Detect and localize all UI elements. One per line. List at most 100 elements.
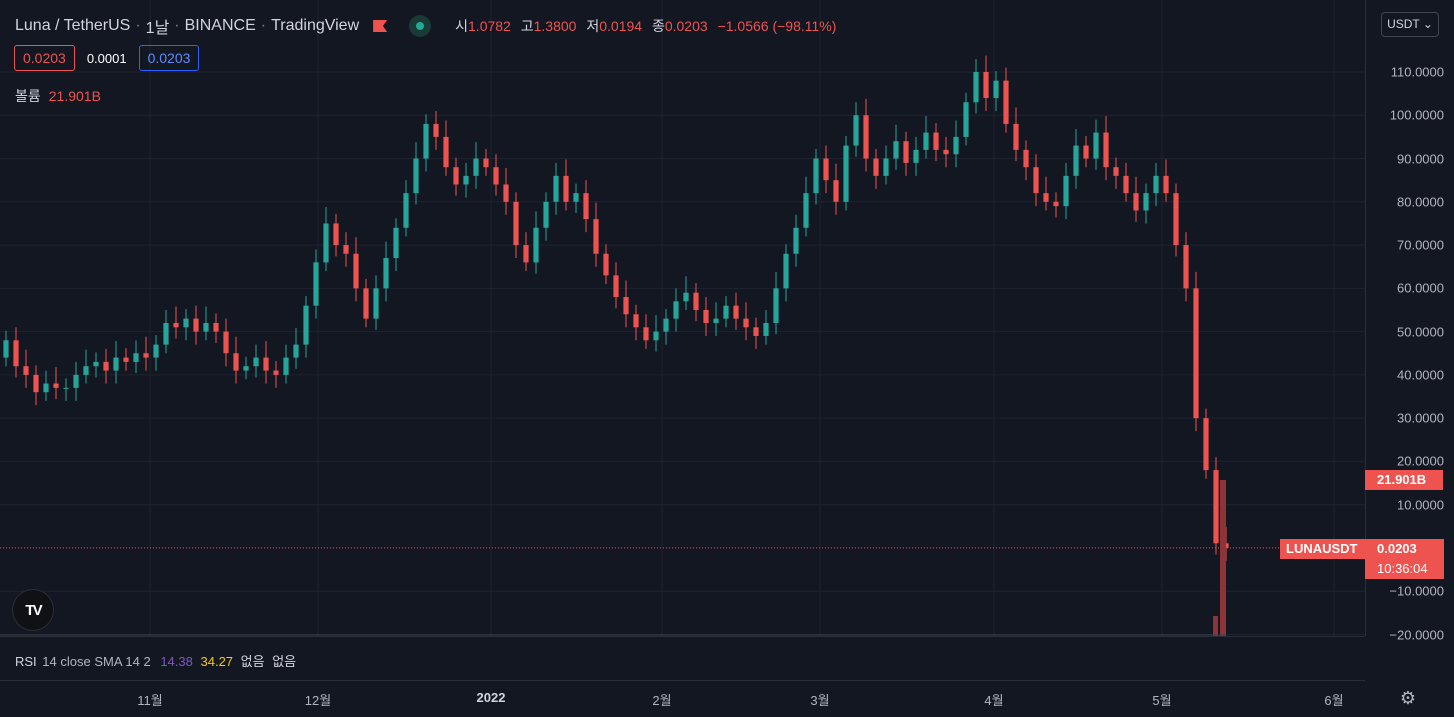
market-status-icon[interactable] — [409, 15, 432, 37]
time-tick-label: 3월 — [810, 693, 830, 708]
candle — [1123, 175, 1129, 194]
candle — [833, 180, 839, 202]
candle — [453, 167, 459, 185]
candle — [1093, 132, 1099, 159]
tradingview-logo[interactable]: TV — [12, 589, 54, 631]
time-tick-label: 4월 — [984, 693, 1004, 708]
candle — [173, 322, 179, 328]
candle — [303, 305, 309, 345]
candle — [983, 72, 989, 98]
candle — [293, 344, 299, 358]
price-tick-label: −20.0000 — [1389, 627, 1444, 642]
candle — [1143, 193, 1149, 211]
candle — [853, 115, 859, 146]
candle — [123, 357, 129, 362]
candle — [433, 123, 439, 137]
rsi-legend[interactable]: RSI 14 close SMA 14 2 14.38 34.27 없음 없음 — [15, 651, 296, 670]
candle — [663, 318, 669, 332]
flag-icon[interactable] — [373, 20, 388, 32]
candle — [143, 353, 149, 358]
candle — [1113, 167, 1119, 176]
candle — [563, 175, 569, 202]
candle — [53, 383, 59, 388]
candle — [1193, 288, 1199, 419]
symbol-name[interactable]: Luna / TetherUS — [15, 17, 131, 34]
candle — [603, 253, 609, 276]
rsi-sma-value: 34.27 — [200, 654, 234, 669]
candle — [873, 158, 879, 176]
candle — [1103, 132, 1109, 168]
candle — [183, 318, 189, 328]
candle — [23, 366, 29, 375]
price-tick-label: −10.0000 — [1389, 583, 1444, 599]
price-tick-label: 30.0000 — [1397, 410, 1444, 426]
candle — [43, 383, 49, 393]
time-tick-label: 2022 — [476, 690, 506, 705]
time-tick-label: 5월 — [1152, 693, 1172, 708]
candlestick-chart[interactable] — [0, 0, 1365, 636]
candle — [153, 344, 159, 358]
candle — [93, 361, 99, 367]
candle — [723, 305, 729, 319]
candle — [113, 357, 119, 371]
candle — [1063, 175, 1069, 207]
candle — [923, 132, 929, 150]
candle — [343, 245, 349, 254]
sell-price-button[interactable]: 0.0203 — [14, 45, 75, 71]
rsi-pane[interactable]: RSI 14 close SMA 14 2 14.38 34.27 없음 없음 — [0, 636, 1365, 680]
volume-legend[interactable]: 볼륨 21.901B — [15, 86, 101, 106]
candle — [493, 167, 499, 185]
close-value: 0.0203 — [664, 18, 708, 34]
chart-legend: Luna / TetherUS · 1날 · BINANCE · Trading… — [15, 14, 836, 38]
candle — [63, 387, 69, 389]
candle — [513, 201, 519, 246]
candle — [973, 72, 979, 103]
candle — [543, 201, 549, 228]
candle — [883, 158, 889, 176]
candle — [703, 309, 709, 323]
candle — [283, 357, 289, 375]
buy-price-button[interactable]: 0.0203 — [138, 45, 200, 71]
candle — [83, 366, 89, 375]
candle — [613, 275, 619, 298]
currency-dropdown[interactable]: USDT ⌄ — [1381, 12, 1439, 37]
candle — [393, 227, 399, 259]
interval-label[interactable]: 1날 — [145, 20, 170, 37]
volume-bar — [1213, 616, 1218, 636]
candle — [383, 258, 389, 289]
candle — [33, 374, 39, 393]
candle — [583, 193, 589, 220]
spread-value: 0.0001 — [86, 50, 127, 66]
candle — [783, 253, 789, 289]
candle — [633, 314, 639, 328]
chart-canvas[interactable] — [0, 0, 1365, 636]
candle — [103, 361, 109, 371]
candle — [333, 223, 339, 246]
candle — [683, 292, 689, 302]
candle — [593, 219, 599, 254]
candle — [1183, 245, 1189, 289]
candle — [13, 340, 19, 367]
candle — [733, 305, 739, 319]
candle — [1013, 123, 1019, 150]
high-value: 1.3800 — [533, 18, 577, 34]
volume-tag: 21.901B — [1365, 470, 1443, 490]
candle — [893, 141, 899, 159]
candle — [163, 322, 169, 345]
price-tick-label: 10.0000 — [1397, 497, 1444, 513]
time-tick-label: 12월 — [304, 693, 332, 708]
candle — [1033, 167, 1039, 194]
candle — [533, 227, 539, 263]
change-value: −1.0566 (−98.11%) — [717, 18, 837, 34]
candle — [953, 136, 959, 155]
last-price: 0.0203 — [1377, 541, 1417, 556]
price-tick-label: 20.0000 — [1397, 453, 1444, 469]
rsi-name: RSI — [15, 654, 37, 669]
price-axis[interactable]: 110.0000 100.0000 90.0000 80.0000 70.0000 60.… — [1365, 0, 1454, 642]
time-axis[interactable]: 11월 12월 2022 2월 3월 4월 5월 6월 — [0, 680, 1365, 717]
candle — [823, 158, 829, 181]
candle — [403, 193, 409, 228]
candle — [713, 318, 719, 323]
candle — [443, 136, 449, 168]
settings-gear-icon[interactable]: ⚙ — [1399, 688, 1417, 708]
